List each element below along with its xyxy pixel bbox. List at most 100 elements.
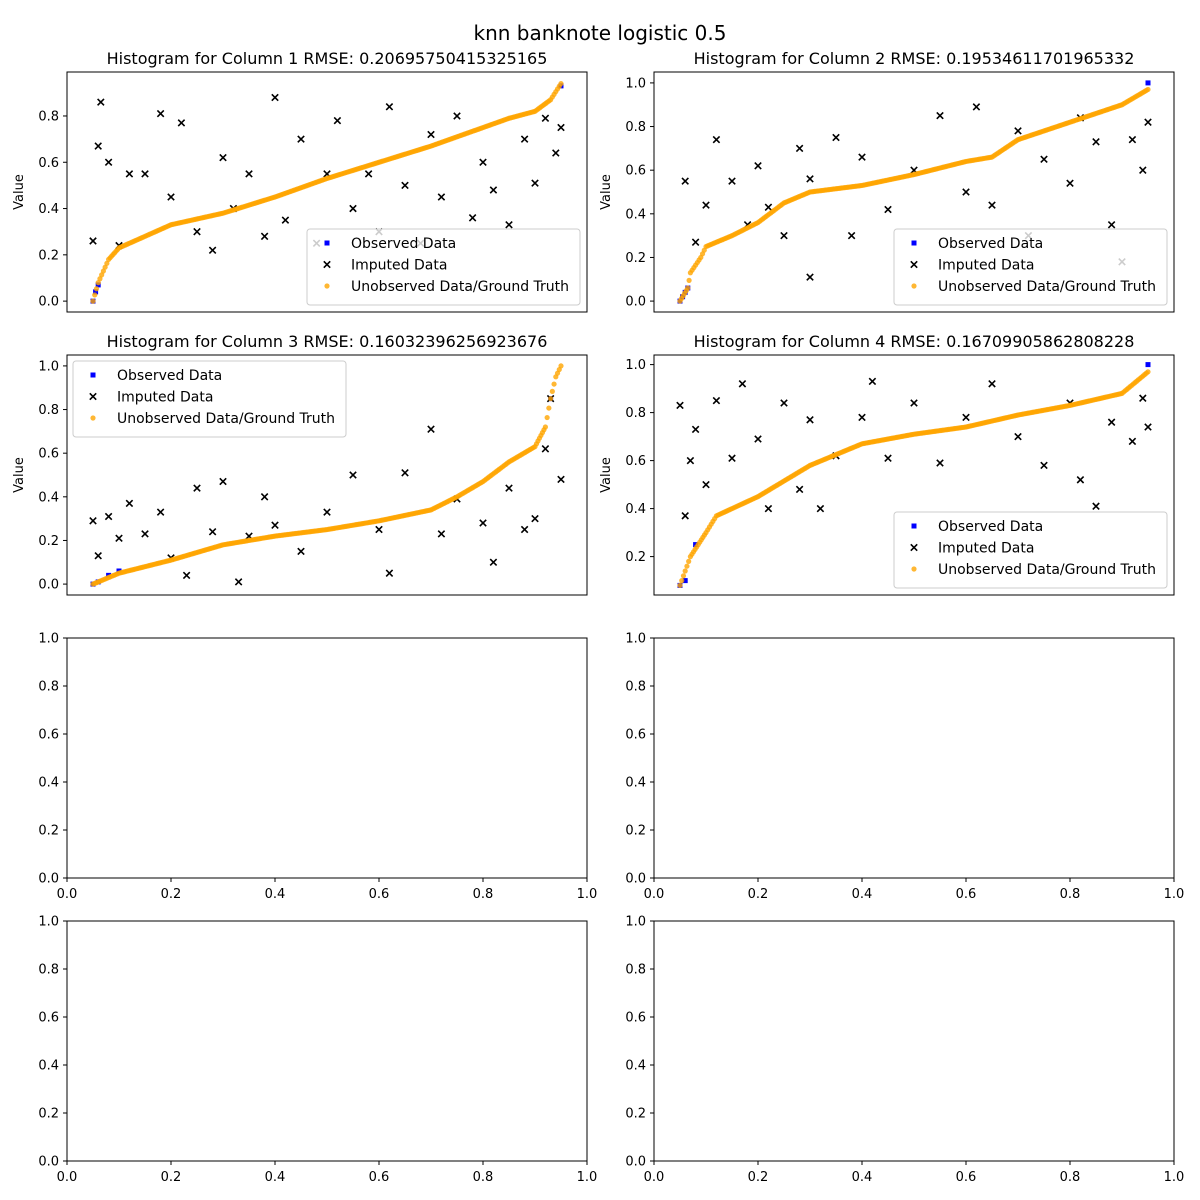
imputed-point — [156, 109, 165, 118]
imputed-point — [1107, 418, 1116, 426]
imputed-point — [385, 569, 394, 577]
imputed-point — [531, 179, 539, 187]
ground-truth-point — [93, 286, 100, 292]
imputed-point — [385, 102, 394, 111]
y-tick-label: 0.8 — [38, 680, 59, 695]
imputed-point — [884, 454, 892, 462]
x-tick-label: 0.4 — [852, 887, 873, 902]
panel-4: Histogram for Column 4 RMSE: 0.167099058… — [599, 332, 1175, 596]
imputed-point — [1092, 502, 1100, 510]
y-tick-label: 0.0 — [38, 295, 59, 310]
imputed-point — [427, 130, 435, 139]
panel-8: 0.0 0.2 0.4 0.6 0.8 1.0 0.0 0.2 0.4 0.6 0.8 1.0 — [625, 915, 1184, 1186]
axes-frame — [66, 354, 588, 596]
x-tick-label: 0.0 — [57, 887, 78, 902]
axes-frame — [66, 71, 588, 313]
panel-title: Histogram for Column 4 RMSE: 0.167099058… — [694, 332, 1135, 351]
imputed-point — [453, 112, 461, 120]
imputed-point — [557, 123, 565, 132]
imputed-point — [156, 508, 165, 516]
imputed-point — [89, 517, 97, 525]
legend-marker-ground-truth — [911, 283, 917, 289]
observed-point — [1145, 362, 1151, 368]
y-tick-label: 0.8 — [38, 963, 59, 978]
observed-point — [693, 542, 699, 548]
imputed-point — [281, 216, 290, 224]
legend-marker-observed — [911, 523, 917, 529]
imputed-point — [1128, 437, 1137, 446]
y-tick-label: 0.2 — [625, 824, 646, 839]
imputed-point — [125, 499, 134, 508]
legend: Observed Data Imputed Data Unobserved Data… — [893, 511, 1168, 589]
panel-5: 0.0 0.2 0.4 0.6 0.8 1.0 0.0 0.2 0.4 0.6 0.8 1.0 — [38, 632, 597, 903]
x-tick-label: 0.8 — [473, 887, 494, 902]
imputed-point — [712, 396, 721, 405]
y-tick-label: 0.0 — [625, 295, 646, 310]
panel-title: Histogram for Column 2 RMSE: 0.195346117… — [694, 49, 1135, 68]
imputed-point — [1014, 432, 1022, 441]
ground-truth-point — [684, 563, 690, 569]
y-tick-label: 0.4 — [38, 490, 59, 505]
y-tick-label: 1.0 — [625, 358, 646, 373]
y-tick-label: 1.0 — [38, 915, 59, 930]
imputed-point — [297, 547, 305, 556]
y-tick-label: 0.8 — [625, 680, 646, 695]
ground-truth-point — [686, 558, 692, 565]
imputed-point — [1014, 127, 1022, 135]
observed-point — [1145, 80, 1151, 86]
ground-truth-point — [92, 292, 98, 298]
panel-7: 0.0 0.2 0.4 0.6 0.8 1.0 0.0 0.2 0.4 0.6 0.8 1.0 — [38, 915, 597, 1186]
plot-area — [89, 80, 565, 304]
legend-marker-observed — [324, 240, 330, 246]
imputed-point — [468, 214, 477, 222]
x-tick-label: 0.6 — [369, 887, 390, 902]
imputed-point — [1040, 461, 1048, 470]
y-tick-label: 0.2 — [625, 1107, 646, 1122]
panel-2: Histogram for Column 2 RMSE: 0.195346117… — [599, 49, 1175, 313]
y-tick-label: 0.4 — [625, 1059, 646, 1074]
legend-label: Observed Data — [938, 236, 1043, 252]
imputed-point — [681, 177, 689, 185]
y-tick-label: 0.0 — [38, 578, 59, 593]
y-axis-label: Value — [12, 174, 27, 210]
legend-marker-ground-truth — [911, 566, 917, 572]
imputed-point — [962, 413, 970, 422]
legend-label: Unobserved Data/Ground Truth — [938, 279, 1156, 295]
y-tick-label: 0.4 — [625, 776, 646, 791]
imputed-point — [691, 238, 700, 246]
x-tick-label: 1.0 — [1164, 1170, 1185, 1185]
y-tick-label: 1.0 — [38, 359, 59, 374]
imputed-point — [141, 530, 149, 538]
y-tick-label: 0.8 — [625, 963, 646, 978]
legend-label: Observed Data — [351, 236, 456, 252]
imputed-point — [795, 485, 804, 494]
imputed-point — [104, 158, 113, 167]
x-tick-label: 0.2 — [748, 1170, 769, 1185]
x-tick-label: 0.0 — [644, 887, 665, 902]
imputed-point — [520, 135, 529, 143]
y-tick-label: 0.2 — [625, 251, 646, 266]
imputed-point — [208, 527, 217, 536]
imputed-point — [193, 484, 201, 492]
ground-truth-point — [546, 405, 552, 411]
imputed-point — [764, 203, 773, 212]
y-tick-label: 1.0 — [625, 76, 646, 91]
imputed-point — [1144, 423, 1152, 431]
imputed-point — [1107, 220, 1116, 229]
imputed-point — [832, 133, 840, 142]
imputed-point — [988, 380, 996, 388]
y-tick-label: 0.4 — [625, 207, 646, 222]
legend-label: Unobserved Data/Ground Truth — [938, 562, 1156, 578]
imputed-point — [531, 514, 539, 523]
imputed-point — [177, 119, 186, 127]
imputed-point — [1128, 135, 1137, 144]
imputed-point — [349, 204, 357, 213]
imputed-point — [520, 525, 529, 534]
x-tick-label: 0.2 — [161, 887, 182, 902]
x-tick-label: 0.4 — [852, 1170, 873, 1185]
imputed-point — [94, 142, 102, 150]
imputed-point — [234, 578, 243, 586]
y-tick-label: 0.6 — [38, 447, 59, 462]
y-tick-label: 1.0 — [625, 915, 646, 930]
